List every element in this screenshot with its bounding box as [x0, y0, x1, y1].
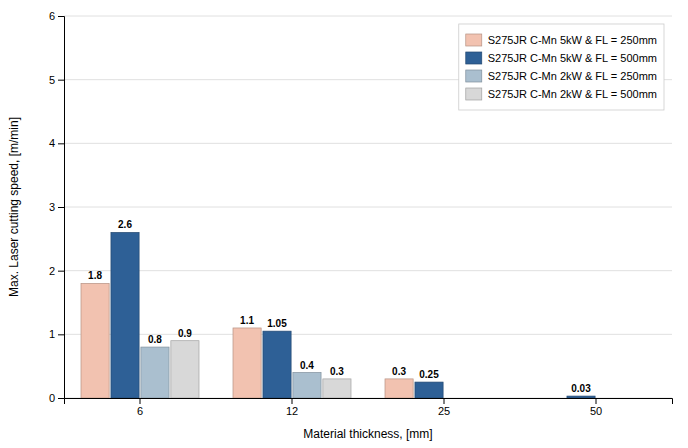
x-axis: 6 12 25 50 [65, 398, 673, 417]
data-labels: 1.8 1.1 0.3 2.6 1.05 0.25 0.03 0.8 0.4 0.9 0.3 [88, 219, 591, 394]
y-tick-mark [58, 16, 64, 17]
bar [81, 283, 109, 398]
y-tick-label: 1 [49, 328, 55, 340]
grid [64, 16, 672, 398]
x-tick-label: 25 [438, 405, 450, 417]
bar [415, 382, 443, 398]
x-tick-label: 6 [137, 405, 143, 417]
legend-swatch [466, 34, 482, 46]
y-tick-label: 2 [49, 265, 55, 277]
y-tick-label: 5 [49, 74, 55, 86]
bar [111, 232, 139, 398]
data-label: 0.4 [300, 360, 314, 371]
bar [567, 396, 595, 398]
y-tick-mark [58, 80, 64, 81]
x-tick: 25 [438, 398, 450, 417]
legend-label: S275JR C-Mn 2kW & FL = 500mm [488, 88, 657, 100]
legend-swatch [466, 70, 482, 82]
legend-label: S275JR C-Mn 2kW & FL = 250mm [488, 70, 657, 82]
chart: 012345661225501.81.10.32.61.050.250.030.… [0, 0, 688, 448]
y-tick-mark [58, 271, 64, 272]
y-tick: 5 [49, 74, 64, 86]
bar [263, 331, 291, 398]
y-tick-mark [58, 334, 64, 335]
y-axis-line [58, 17, 65, 399]
bar [141, 347, 169, 398]
x-axis-line [65, 399, 673, 405]
x-tick-mark [444, 398, 445, 404]
y-tick-label: 0 [49, 392, 55, 404]
legend-item: S275JR C-Mn 5kW & FL = 250mm [466, 34, 657, 46]
y-tick-label: 6 [49, 10, 55, 22]
x-tick-mark [596, 398, 597, 404]
grid-line [64, 143, 672, 144]
x-tick: 12 [286, 398, 298, 417]
data-label: 0.9 [178, 328, 192, 339]
y-tick: 1 [49, 328, 64, 340]
y-tick: 2 [49, 265, 64, 277]
data-label: 0.25 [419, 369, 439, 380]
x-tick: 6 [137, 398, 143, 417]
bar [385, 379, 413, 398]
x-tick-mark [292, 398, 293, 404]
bar [233, 328, 261, 398]
bar [293, 373, 321, 398]
legend-label: S275JR C-Mn 5kW & FL = 500mm [488, 52, 657, 64]
plot: 012345661225501.81.10.32.61.050.250.030.… [49, 10, 673, 417]
y-axis-title: Max. Laser cutting speed, [m/min] [7, 117, 21, 297]
bar [171, 341, 199, 398]
grid-line [64, 207, 672, 208]
x-tick-mark [140, 398, 141, 404]
legend-frame [459, 24, 664, 110]
y-tick-mark [58, 398, 64, 399]
y-tick-mark [58, 207, 64, 208]
y-tick: 0 [49, 392, 64, 404]
data-label: 1.8 [88, 270, 102, 281]
data-label: 2.6 [118, 219, 132, 230]
x-axis-title: Material thickness, [mm] [303, 427, 432, 441]
data-label: 0.03 [571, 383, 591, 394]
x-tick: 50 [590, 398, 602, 417]
y-axis: 0 1 2 3 4 5 6 [49, 10, 65, 404]
grid-line [64, 16, 672, 17]
x-tick-label: 12 [286, 405, 298, 417]
legend-label: S275JR C-Mn 5kW & FL = 250mm [488, 34, 657, 46]
y-tick-label: 4 [49, 137, 55, 149]
y-tick: 6 [49, 10, 64, 22]
data-label: 1.05 [267, 318, 287, 329]
data-label: 0.3 [330, 366, 344, 377]
y-tick: 4 [49, 137, 64, 149]
legend-item: S275JR C-Mn 2kW & FL = 250mm [466, 70, 657, 82]
legend-swatch [466, 52, 482, 64]
data-label: 1.1 [240, 315, 254, 326]
data-label: 0.8 [148, 334, 162, 345]
legend-item: S275JR C-Mn 5kW & FL = 500mm [466, 52, 657, 64]
y-tick-label: 3 [49, 201, 55, 213]
x-tick-label: 50 [590, 405, 602, 417]
legend-swatch [466, 88, 482, 100]
bar [323, 379, 351, 398]
legend: S275JR C-Mn 5kW & FL = 250mm S275JR C-Mn … [459, 24, 664, 110]
bars [81, 232, 595, 398]
data-label: 0.3 [392, 366, 406, 377]
legend-item: S275JR C-Mn 2kW & FL = 500mm [466, 88, 657, 100]
y-tick: 3 [49, 201, 64, 213]
y-tick-mark [58, 143, 64, 144]
grid-line [64, 270, 672, 271]
